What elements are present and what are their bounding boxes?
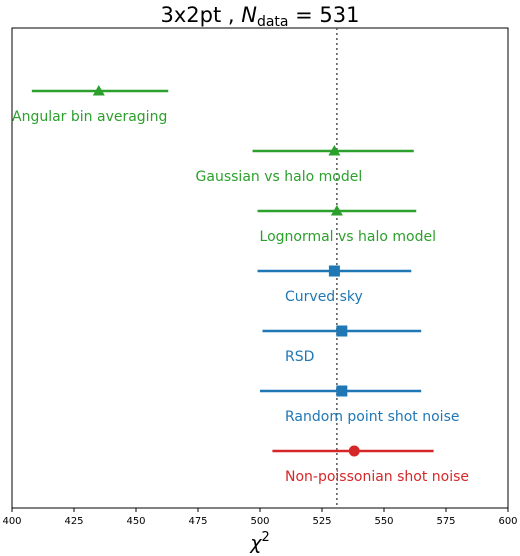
x-tick-label: 450 xyxy=(126,516,145,527)
x-axis-label-superscript: 2 xyxy=(261,530,269,545)
data-point-group: Random point shot noise xyxy=(260,385,459,425)
point-label: Angular bin averaging xyxy=(12,109,167,125)
x-tick-label: 550 xyxy=(374,516,393,527)
triangle-marker xyxy=(328,145,341,156)
plot-area: Angular bin averaging Gaussian vs halo mo… xyxy=(12,28,469,508)
data-point-group: Angular bin averaging xyxy=(12,85,169,125)
x-tick-label: 575 xyxy=(436,516,455,527)
square-marker xyxy=(328,265,340,277)
x-axis-label: χ2 xyxy=(249,530,270,554)
point-label: Curved sky xyxy=(285,289,363,305)
x-axis: 400 425 450 475 500 525 550 575 600 xyxy=(2,508,518,527)
chart-title-suffix: = 531 xyxy=(288,3,359,27)
data-point-group: RSD xyxy=(262,325,422,365)
chart-title-symbol: N xyxy=(241,3,257,27)
circle-marker xyxy=(348,445,360,457)
square-marker xyxy=(336,385,348,397)
x-tick-label: 400 xyxy=(2,516,21,527)
triangle-marker xyxy=(330,205,343,216)
triangle-marker xyxy=(92,85,105,96)
data-point-group: Lognormal vs halo model xyxy=(257,205,437,245)
x-tick-label: 500 xyxy=(250,516,269,527)
x-tick-label: 425 xyxy=(64,516,83,527)
data-point-group: Curved sky xyxy=(257,265,412,305)
chart-title: 3x2pt , Ndata = 531 xyxy=(160,3,359,30)
point-label: Gaussian vs halo model xyxy=(196,169,363,185)
x-tick-label: 475 xyxy=(188,516,207,527)
x-axis-label-symbol: χ xyxy=(249,532,262,554)
point-label: RSD xyxy=(285,349,314,365)
x-tick-label: 600 xyxy=(498,516,517,527)
point-label: Random point shot noise xyxy=(285,409,459,425)
data-point-group: Gaussian vs halo model xyxy=(196,145,414,185)
chart-title-subscript: data xyxy=(257,14,289,30)
square-marker xyxy=(336,325,348,337)
plot-frame xyxy=(11,27,509,509)
data-point-group: Non-poissonian shot noise xyxy=(272,445,469,485)
x-tick-label: 525 xyxy=(312,516,331,527)
point-label: Lognormal vs halo model xyxy=(260,229,437,245)
point-label: Non-poissonian shot noise xyxy=(285,469,469,485)
chart-title-prefix: 3x2pt , xyxy=(160,3,241,27)
